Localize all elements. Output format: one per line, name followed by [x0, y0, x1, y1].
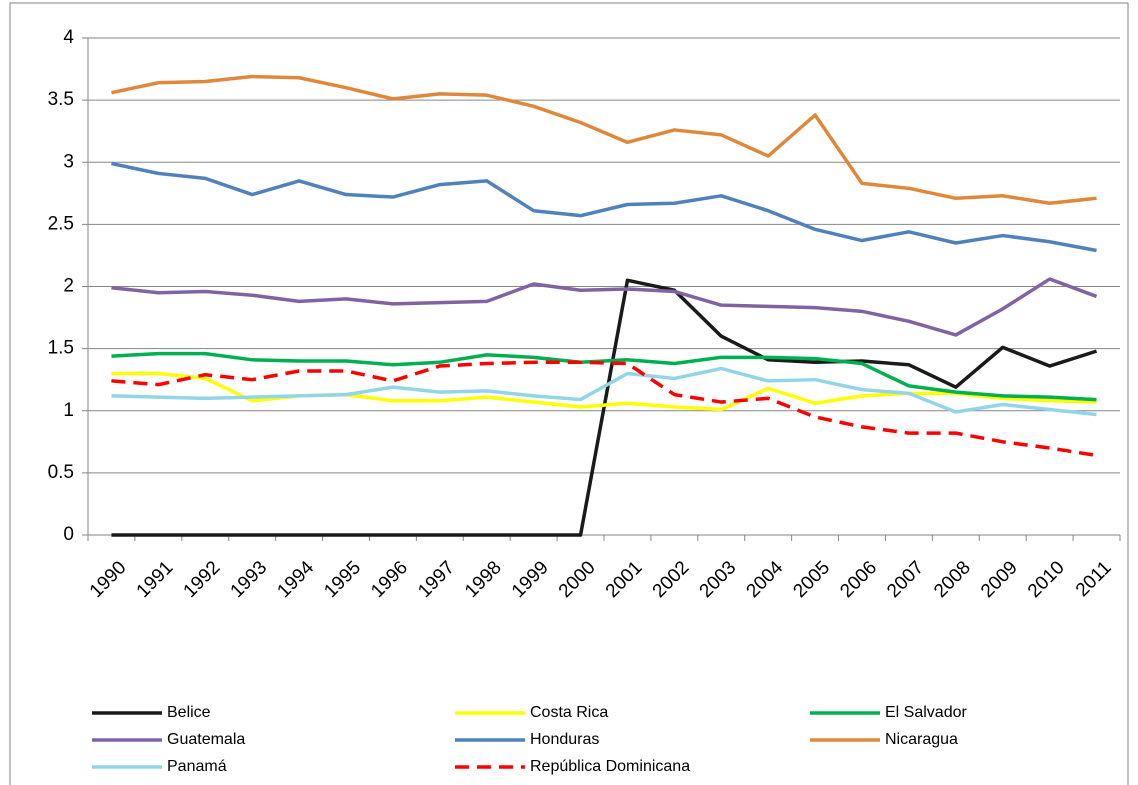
legend-label: Belice [167, 704, 211, 721]
legend-label: Honduras [530, 731, 599, 748]
series-line [111, 161, 1097, 253]
y-tick-label: 2.5 [48, 213, 74, 234]
legend-label: República Dominicana [530, 758, 690, 775]
legend-label: El Salvador [885, 704, 967, 721]
y-tick-label: 4 [63, 27, 74, 48]
series-line [111, 371, 1097, 412]
y-tick-label: 2 [63, 276, 74, 297]
y-tick-label: 3.5 [48, 89, 74, 110]
series-line [111, 277, 1098, 337]
legend-label: Guatemala [167, 731, 245, 748]
series-line [111, 360, 1097, 458]
y-tick-label: 0 [63, 524, 74, 545]
legend-label: Costa Rica [530, 704, 608, 721]
series-line [111, 351, 1097, 402]
legend-label: Panamá [167, 758, 227, 775]
legend-label: Nicaragua [885, 731, 958, 748]
y-tick-label: 1.5 [48, 338, 74, 359]
y-tick-label: 1 [63, 400, 74, 421]
series-line [111, 366, 1097, 417]
series-line [111, 74, 1097, 206]
y-tick-label: 3 [63, 151, 74, 172]
series-line [111, 278, 1098, 537]
y-tick-label: 0.5 [48, 462, 74, 483]
